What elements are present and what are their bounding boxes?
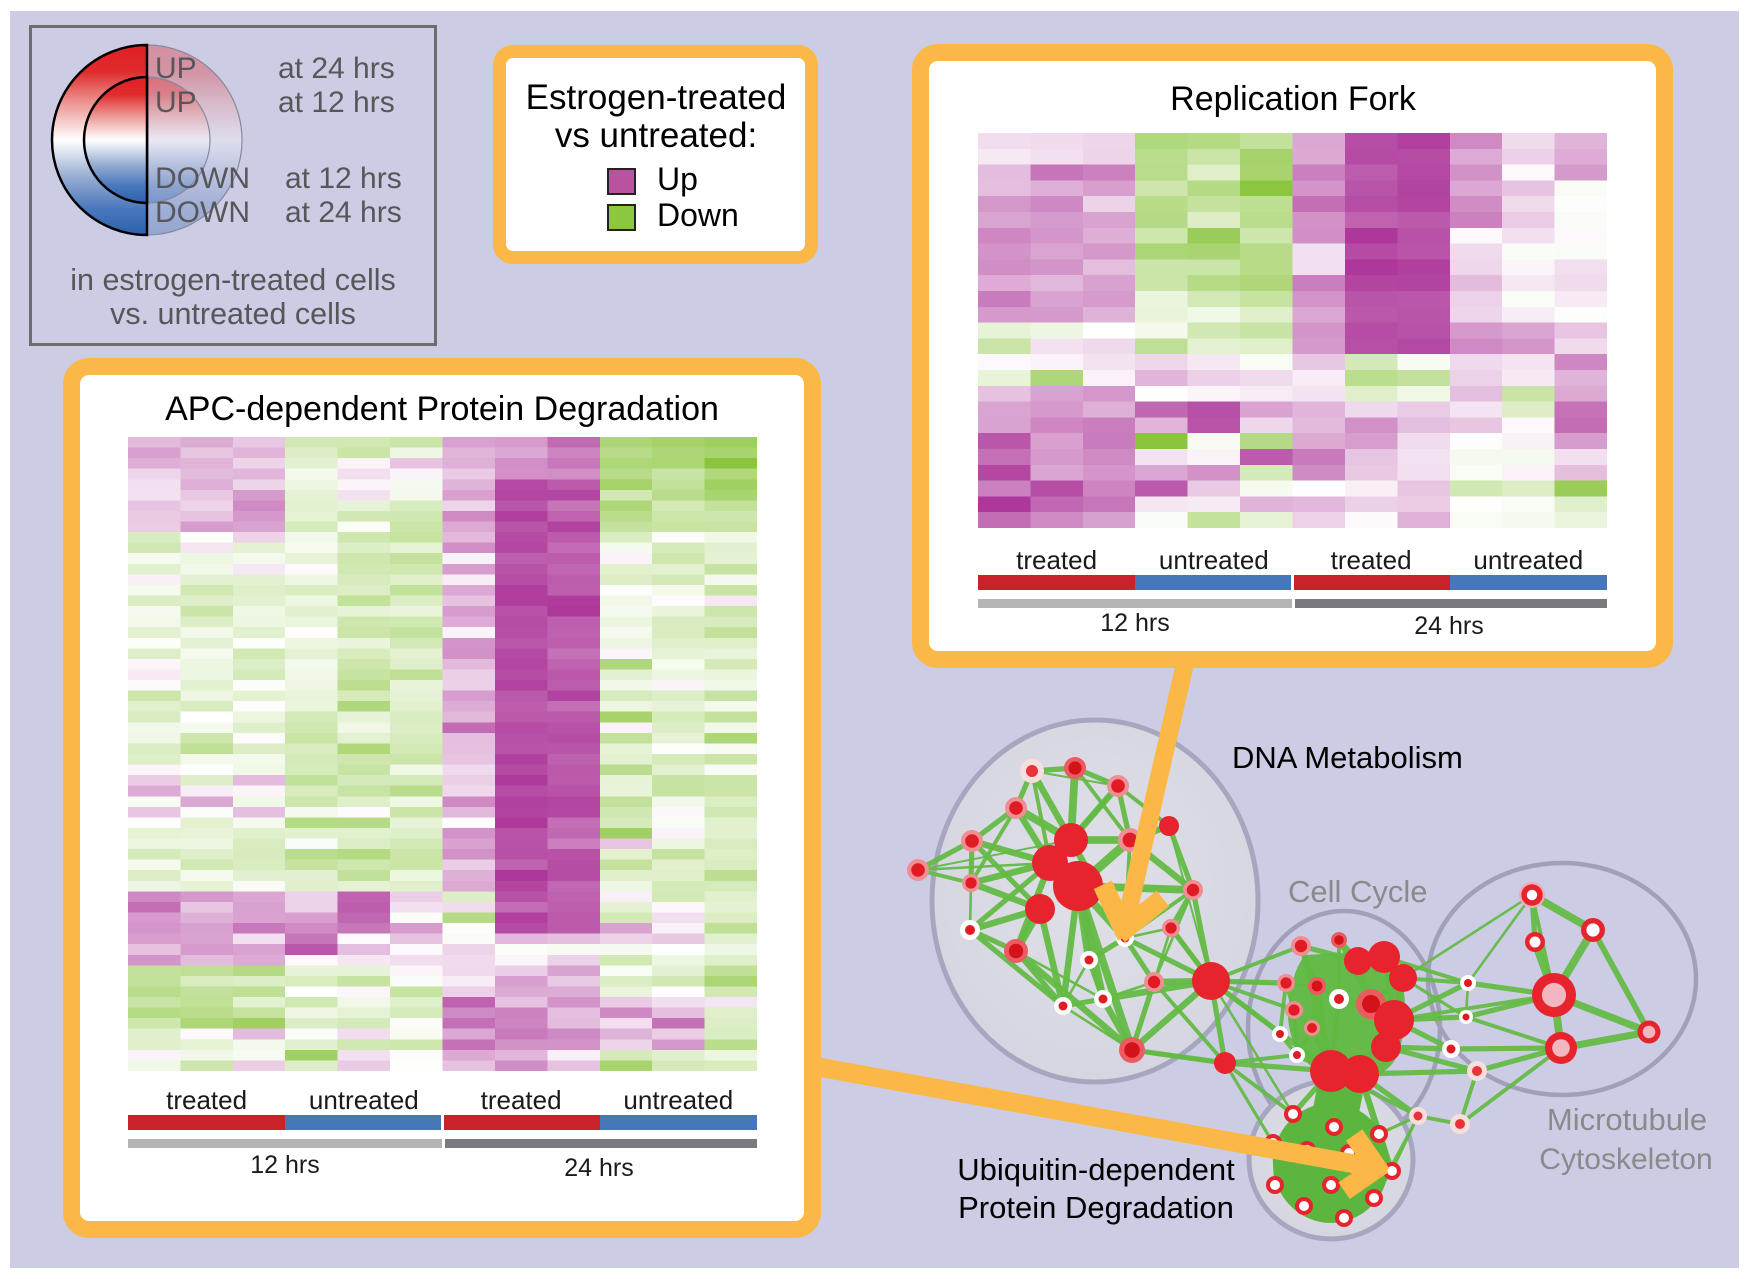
svg-text:DNA Metabolism: DNA Metabolism [1232,740,1463,775]
svg-text:Microtubule: Microtubule [1547,1102,1707,1137]
svg-text:Protein Degradation: Protein Degradation [958,1190,1234,1225]
svg-text:Ubiquitin-dependent: Ubiquitin-dependent [957,1152,1235,1187]
svg-text:Cell Cycle: Cell Cycle [1288,874,1428,909]
svg-text:Cytoskeleton: Cytoskeleton [1539,1143,1712,1176]
